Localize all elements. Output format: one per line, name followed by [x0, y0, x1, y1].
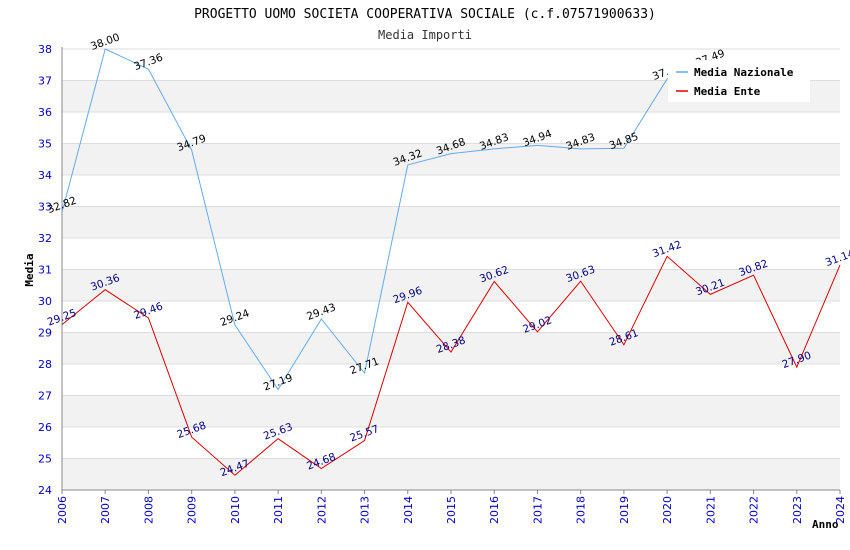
legend-box: [668, 60, 810, 102]
axes: [61, 47, 841, 494]
y-tick-label: 32: [38, 232, 52, 245]
y-tick-label: 29: [38, 327, 52, 340]
x-tick-label: 2008: [142, 496, 155, 524]
x-tick-label: 2024: [834, 496, 847, 524]
plot-band: [62, 395, 840, 427]
x-tick-label: 2007: [99, 496, 112, 524]
x-tick-label: 2014: [402, 496, 415, 524]
series-line: [61, 255, 841, 476]
x-tick-label: 2019: [618, 496, 631, 524]
x-tick-label: 2013: [359, 496, 372, 524]
plot-band: [62, 332, 840, 364]
series-line: [61, 48, 711, 391]
x-tick-label: 2012: [315, 496, 328, 524]
x-axis-label: Anno: [812, 518, 839, 531]
y-tick-label: 30: [38, 295, 52, 308]
y-tick-label: 25: [38, 453, 52, 466]
y-tick-label: 26: [38, 421, 52, 434]
legend: Media Nazionale Media Ente: [668, 60, 810, 102]
y-tick-label: 38: [38, 43, 52, 56]
y-tick-labels: 24 25 26 27 28 29 30 31 32 33 34 35 36 37 38: [38, 43, 52, 497]
chart-title: PROGETTO UOMO SOCIETA COOPERATIVA SOCIAL…: [194, 7, 656, 22]
data-label: 31.14: [824, 247, 850, 269]
plot-band: [62, 269, 840, 301]
x-tick-label: 2018: [575, 496, 588, 524]
x-tick-label: 2006: [56, 496, 69, 524]
plot-bands: [62, 80, 840, 490]
y-tick-label: 31: [38, 264, 52, 277]
x-tick-label: 2015: [445, 496, 458, 524]
legend-label: Media Nazionale: [694, 66, 794, 79]
x-tick-label: 2009: [186, 496, 199, 524]
x-tick-label: 2022: [748, 496, 761, 524]
y-axis-label: Media: [23, 253, 36, 286]
legend-label: Media Ente: [694, 85, 761, 98]
plot-band: [62, 458, 840, 490]
y-tick-label: 33: [38, 201, 52, 214]
x-tick-label: 2017: [531, 496, 544, 524]
x-tick-label: 2016: [488, 496, 501, 524]
y-tick-label: 27: [38, 390, 52, 403]
y-tick-label: 36: [38, 106, 52, 119]
chart-subtitle: Media Importi: [378, 28, 472, 42]
x-tick-label: 2021: [704, 496, 717, 524]
x-tick-label: 2020: [661, 496, 674, 524]
plot-band: [62, 206, 840, 238]
x-tick-labels: 2006 2007 2008 2009 2010 2011 2012 2013 2014 2015…: [56, 496, 847, 524]
plot-band: [62, 143, 840, 175]
y-tick-label: 35: [38, 138, 52, 151]
x-tick-label: 2011: [272, 496, 285, 524]
x-tick-label: 2023: [791, 496, 804, 524]
y-tick-label: 24: [38, 484, 52, 497]
series-lines: [61, 48, 841, 476]
y-tick-label: 28: [38, 358, 52, 371]
y-tick-label: 37: [38, 75, 52, 88]
x-tick-label: 2010: [229, 496, 242, 524]
y-tick-label: 34: [38, 169, 52, 182]
